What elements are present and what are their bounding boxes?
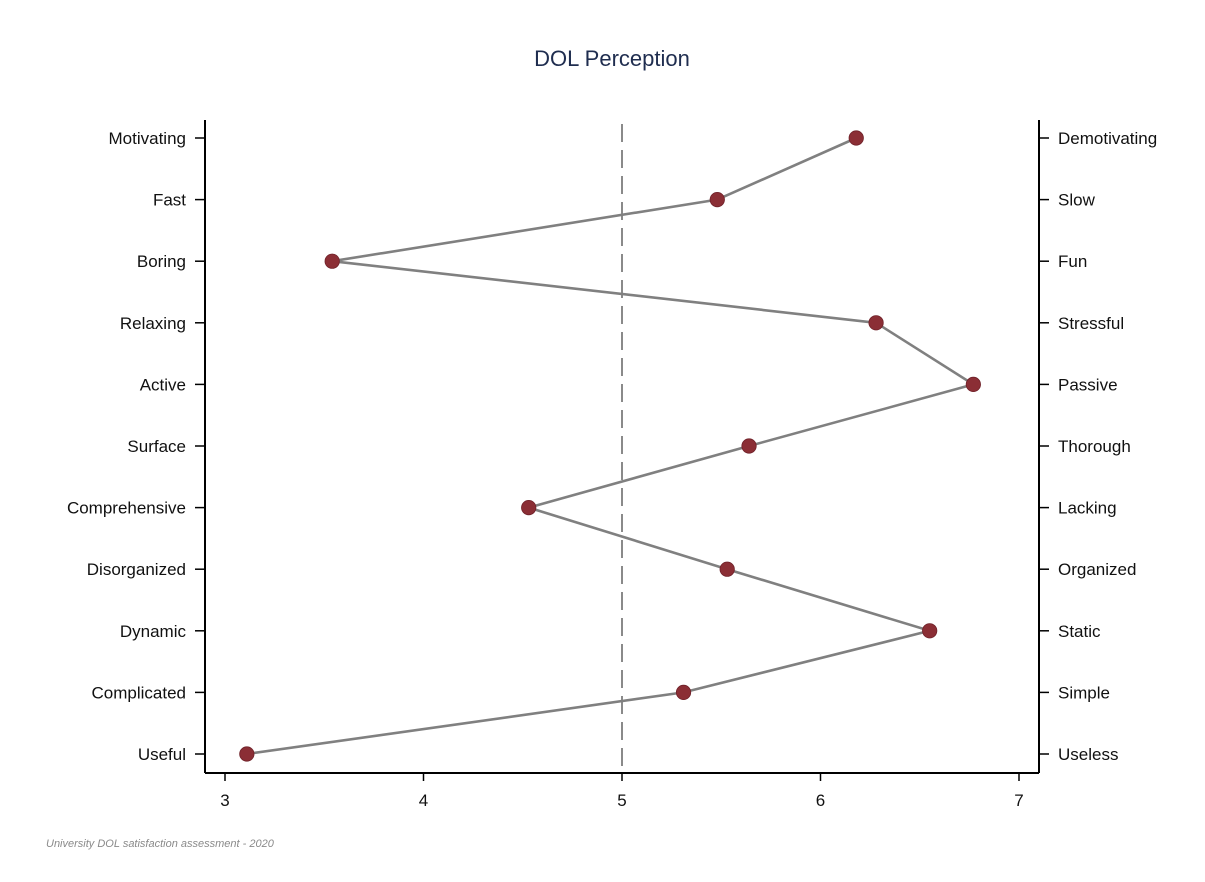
data-point [324,253,340,269]
left-anchor-label: Boring [137,252,186,271]
right-anchor-label: Fun [1058,252,1087,271]
data-point [965,376,981,392]
left-anchor-label: Useful [138,745,186,764]
data-point [868,315,884,331]
left-anchor-label: Active [140,375,186,394]
data-point [239,746,255,762]
right-anchor-label: Useless [1058,745,1118,764]
data-point [709,192,725,208]
right-anchor-label: Simple [1058,683,1110,702]
axes [195,120,1049,781]
right-anchor-label: Static [1058,622,1101,641]
right-anchor-label: Passive [1058,375,1118,394]
labels-group: 3 4 5 6 7 Motivating Demotivating Fast Slow Borin… [67,129,1157,810]
left-anchor-label: Disorganized [87,560,186,579]
left-anchor-label: Surface [127,437,186,456]
left-anchor-label: Dynamic [120,622,187,641]
left-anchor-label: Motivating [109,129,186,148]
data-point [848,130,864,146]
chart-title: DOL Perception [534,46,690,71]
series-group [239,130,981,762]
left-anchor-label: Relaxing [120,314,186,333]
x-tick-label: 5 [617,791,626,810]
right-anchor-label: Organized [1058,560,1136,579]
x-tick-label: 6 [816,791,825,810]
right-anchor-label: Stressful [1058,314,1124,333]
left-anchor-label: Complicated [92,683,187,702]
right-anchor-label: Thorough [1058,437,1131,456]
right-anchor-label: Lacking [1058,499,1117,518]
right-anchor-label: Slow [1058,191,1096,210]
data-point [521,499,537,516]
data-point [741,438,757,454]
x-tick-label: 7 [1014,791,1023,810]
source-note: University DOL satisfaction assessment -… [46,838,275,850]
data-point [675,684,692,701]
series-line [245,136,975,756]
left-anchor-label: Comprehensive [67,499,186,518]
data-point [922,623,938,639]
x-tick-label: 4 [419,791,428,810]
left-anchor-label: Fast [153,191,186,210]
right-anchor-label: Demotivating [1058,129,1157,148]
data-point [719,561,735,577]
x-tick-label: 3 [220,791,229,810]
